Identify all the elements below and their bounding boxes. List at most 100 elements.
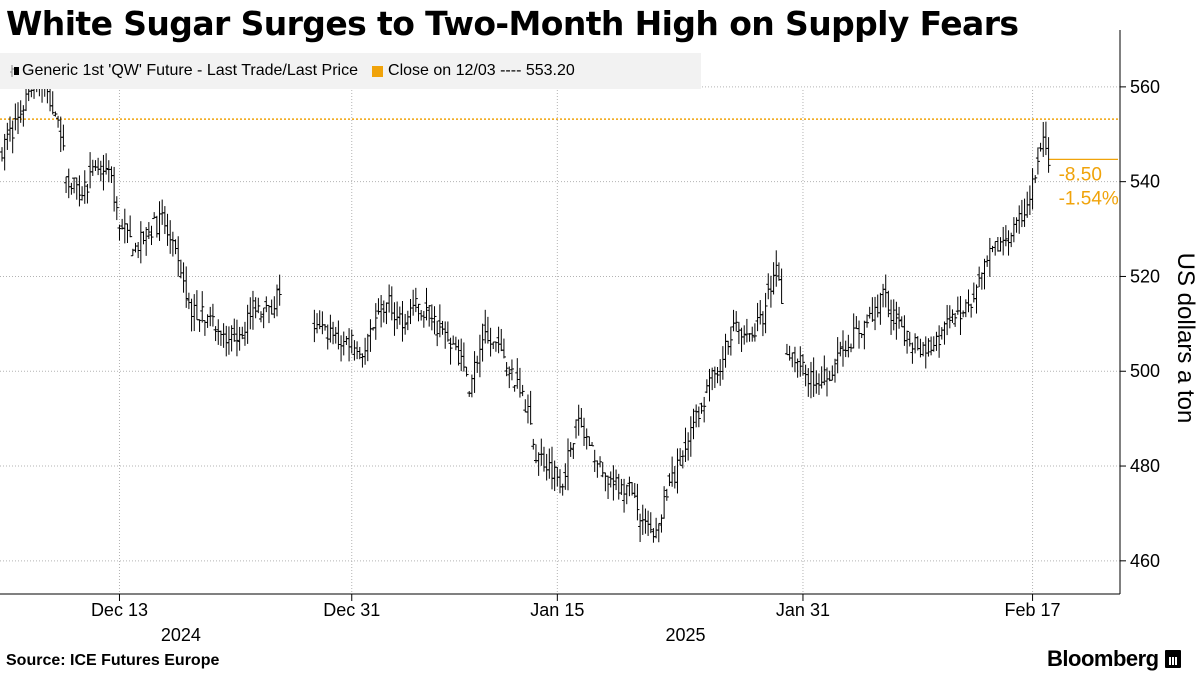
ohlc-bar: [16, 102, 21, 135]
ohlc-bar: [857, 320, 862, 349]
ohlc-bar: [501, 338, 506, 359]
ohlc-bar: [1017, 205, 1022, 234]
ohlc-bar: [269, 299, 274, 315]
ohlc-bar: [13, 103, 18, 131]
ohlc-bar: [937, 325, 942, 358]
y-tick-label: 560: [1130, 77, 1160, 97]
ohlc-bar: [859, 333, 864, 339]
ohlc-bar: [646, 510, 651, 536]
ohlc-bar: [176, 236, 181, 277]
ohlc-bar: [507, 366, 512, 389]
ohlc-bar: [323, 324, 328, 331]
ohlc-bar: [680, 450, 685, 469]
ohlc-bar: [56, 115, 61, 128]
ohlc-bar: [579, 408, 584, 428]
ohlc-bar: [162, 206, 167, 235]
ohlc-bar: [389, 286, 394, 321]
ohlc-bar: [902, 315, 907, 346]
ohlc-bar: [448, 337, 453, 365]
close-swatch-icon: [372, 65, 384, 77]
ohlc-bar: [88, 152, 93, 189]
ohlc-bar: [261, 307, 266, 329]
ohlc-bar: [977, 266, 982, 288]
ohlc-bar: [875, 294, 880, 318]
ohlc-bar: [368, 319, 373, 352]
ohlc-bar: [0, 147, 4, 162]
ohlc-bar: [974, 284, 979, 314]
ohlc-bar: [953, 313, 958, 327]
ohlc-bar: [675, 448, 680, 494]
ohlc-bar: [72, 177, 77, 194]
x-tick-label: Dec 13: [91, 600, 148, 620]
ohlc-bar: [1035, 147, 1040, 175]
y-tick-label: 540: [1130, 172, 1160, 192]
ohlc-bar: [694, 404, 699, 428]
ohlc-bar: [744, 318, 749, 343]
ohlc-bar: [691, 408, 696, 440]
ohlc-bar: [376, 298, 381, 315]
ohlc-bar: [416, 303, 421, 322]
ohlc-bar: [808, 361, 813, 399]
ohlc-bar: [504, 362, 509, 377]
ohlc-bar: [168, 220, 173, 254]
ohlc-bar: [667, 473, 672, 487]
ohlc-bar: [160, 199, 165, 225]
ohlc-bar: [325, 324, 330, 350]
ohlc-bar: [800, 354, 805, 376]
ohlc-bar: [400, 300, 405, 342]
ohlc-bar: [728, 326, 733, 356]
ohlc-bar: [531, 438, 536, 450]
ohlc-bar: [523, 399, 528, 413]
ohlc-bar: [598, 456, 603, 468]
ohlc-bar: [726, 340, 731, 355]
ohlc-bar: [624, 484, 629, 505]
ohlc-bar: [122, 208, 127, 244]
ohlc-bar: [998, 237, 1003, 252]
ohlc-bar: [85, 183, 90, 204]
ohlc-bar: [707, 368, 712, 402]
ohlc-bar: [816, 373, 821, 395]
ohlc-bar: [1027, 185, 1032, 215]
ohlc-bar: [82, 170, 87, 204]
ohlc-bar: [603, 472, 608, 492]
ohlc-bar: [814, 370, 819, 394]
ohlc-bar: [66, 168, 71, 199]
ohlc-bar: [560, 483, 565, 496]
ohlc-bar: [651, 528, 656, 543]
ohlc-bar: [576, 404, 581, 436]
ohlc-bar: [958, 296, 963, 335]
ohlc-bar: [525, 394, 530, 424]
ohlc-bar: [170, 231, 175, 257]
ohlc-bar: [547, 448, 552, 479]
ohlc-bar: [77, 175, 82, 207]
ohlc-bar: [146, 222, 151, 240]
ohlc-bar: [552, 460, 557, 492]
ohlc-bar: [987, 237, 992, 277]
ohlc-bar: [224, 325, 229, 357]
ohlc-bar: [18, 100, 23, 123]
ohlc-bar: [341, 331, 346, 356]
ohlc-bar: [784, 343, 789, 356]
ohlc-bar: [742, 325, 747, 345]
ohlc-bar: [1009, 232, 1014, 248]
ohlc-bar: [445, 321, 450, 342]
ohlc-bar: [173, 239, 178, 255]
ohlc-bar: [752, 323, 757, 342]
ohlc-bar: [443, 321, 448, 349]
ohlc-bar: [218, 330, 223, 346]
ohlc-bar: [528, 390, 533, 425]
ohlc-bar: [905, 330, 910, 354]
ohlc-bar: [1030, 168, 1035, 210]
ohlc-bar: [138, 221, 143, 264]
ohlc-bar: [411, 289, 416, 316]
ohlc-bar: [312, 309, 317, 343]
ohlc-bar: [582, 417, 587, 446]
ohlc-bar: [315, 313, 320, 334]
ohlc-bar: [221, 323, 226, 348]
ohlc-bar: [90, 159, 95, 176]
ohlc-bar: [766, 273, 771, 300]
ohlc-bar: [549, 446, 554, 490]
ohlc-bar: [485, 316, 490, 344]
ohlc-bar: [432, 306, 437, 335]
ohlc-bar: [210, 303, 215, 327]
